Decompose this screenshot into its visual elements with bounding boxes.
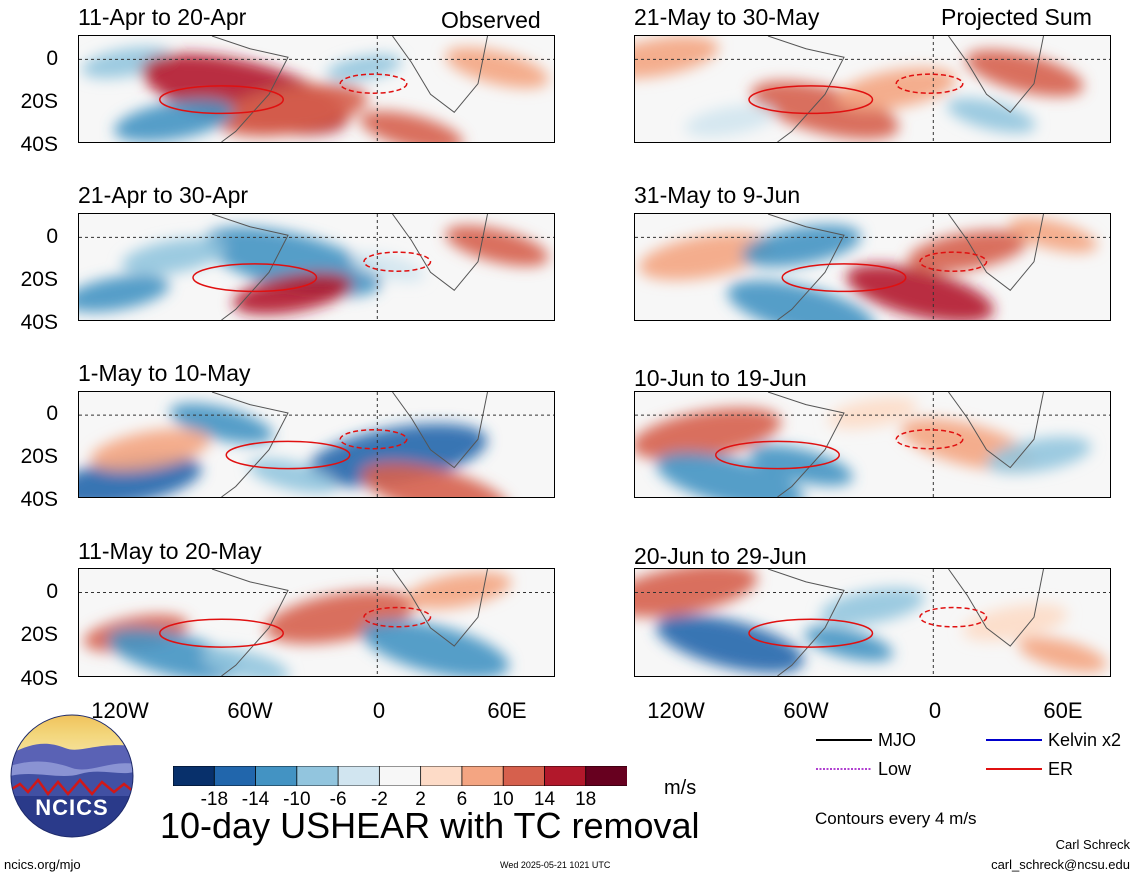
map-panel-right-1	[634, 35, 1111, 143]
colorbar	[172, 765, 628, 787]
footer-timestamp: Wed 2025-05-21 1021 UTC	[500, 860, 611, 870]
colorbar-swatch	[420, 765, 463, 787]
colorbar-swatch	[337, 765, 381, 787]
ytick-r1-20s: 20S	[20, 90, 58, 113]
legend-mjo-label: MJO	[878, 730, 916, 750]
xtick-right-120w: 120W	[647, 698, 705, 723]
ytick-r3-0: 0	[46, 402, 58, 425]
ytick-r1-0: 0	[46, 47, 58, 70]
colorbar-swatches	[172, 765, 628, 787]
contours-note: Contours every 4 m/s	[815, 809, 977, 828]
main-title: 10-day USHEAR with TC removal	[160, 805, 700, 846]
panel-title-left-2: 21-Apr to 30-Apr	[78, 182, 249, 208]
xtick-right-0: 0	[928, 698, 942, 723]
xtick-left-60w: 60W	[227, 698, 273, 723]
map-panel-left-4	[78, 568, 555, 677]
footer-author: Carl Schreck	[1055, 837, 1130, 852]
footer-url[interactable]: ncics.org/mjo	[4, 857, 81, 872]
observed-header: Observed	[441, 7, 541, 33]
legend-kelvin-line	[986, 739, 1042, 741]
map-panel-right-2	[634, 213, 1111, 321]
panel-title-left-3: 1-May to 10-May	[78, 360, 251, 386]
map-panel-left-1	[78, 35, 555, 143]
legend-mjo-line	[816, 739, 872, 741]
panel-title-right-2: 31-May to 9-Jun	[634, 182, 801, 208]
xtick-right-60e: 60E	[1043, 698, 1083, 723]
ytick-r4-20s: 20S	[20, 623, 58, 646]
anomaly-field	[635, 392, 1110, 497]
panel-title-left-1: 11-Apr to 20-Apr	[78, 4, 247, 30]
legend: MJO Kelvin x2 Low ER	[812, 726, 1134, 786]
ytick-r2-0: 0	[46, 225, 58, 248]
colorbar-label: -6	[329, 789, 347, 810]
anomaly-field	[79, 214, 554, 320]
anomaly-field	[79, 392, 554, 497]
colorbar-label: 6	[456, 789, 468, 810]
colorbar-label: -10	[283, 789, 311, 810]
legend-low-label: Low	[878, 759, 912, 779]
legend-kelvin-label: Kelvin x2	[1048, 730, 1122, 750]
colorbar-label: -14	[241, 789, 270, 810]
xtick-left-0: 0	[372, 698, 386, 723]
xtick-left-120w: 120W	[91, 698, 149, 723]
panel-title-right-4: 20-Jun to 29-Jun	[634, 543, 807, 569]
colorbar-swatch	[378, 765, 422, 787]
colorbar-swatch	[544, 765, 587, 787]
colorbar-labels: -18 -14 -10 -6 -2 2 6 10 14 18	[173, 790, 627, 812]
colorbar-swatch	[255, 765, 298, 787]
colorbar-label: 18	[575, 789, 597, 810]
colorbar-label: 14	[533, 789, 556, 810]
colorbar-units: m/s	[664, 777, 697, 799]
map-panel-right-3	[634, 391, 1111, 498]
ytick-r3-40s: 40S	[20, 488, 58, 511]
anomaly-field	[635, 569, 1110, 676]
projected-header: Projected Sum	[941, 4, 1092, 30]
colorbar-swatch	[502, 765, 546, 787]
colorbar-label: -2	[370, 789, 388, 810]
legend-low-line	[816, 768, 872, 770]
ytick-r2-40s: 40S	[20, 311, 58, 334]
anomaly-field	[79, 36, 554, 142]
colorbar-swatch	[585, 765, 628, 787]
colorbar-swatch	[461, 765, 505, 787]
ytick-r1-40s: 40S	[20, 133, 58, 156]
map-panel-left-3	[78, 391, 555, 498]
colorbar-label: -18	[200, 789, 229, 810]
panel-title-right-3: 10-Jun to 19-Jun	[634, 365, 807, 391]
colorbar-swatch	[172, 765, 216, 787]
anomaly-field	[635, 214, 1110, 320]
map-panel-left-2	[78, 213, 555, 321]
anomaly-field	[79, 569, 554, 676]
ytick-r4-0: 0	[46, 580, 58, 603]
xtick-left-60e: 60E	[487, 698, 527, 723]
colorbar-label: 10	[492, 789, 514, 810]
legend-er-line	[986, 768, 1042, 770]
footer-email[interactable]: carl_schreck@ncsu.edu	[991, 857, 1130, 872]
ncics-logo	[10, 714, 134, 838]
colorbar-label: 2	[415, 789, 426, 810]
panel-title-right-1: 21-May to 30-May	[634, 4, 820, 30]
legend-er-label: ER	[1048, 759, 1074, 779]
colorbar-swatch	[296, 765, 339, 787]
anomaly-field	[635, 36, 1110, 142]
ncics-logo-text: NCICS	[35, 795, 109, 820]
panel-title-left-4: 11-May to 20-May	[78, 538, 262, 564]
colorbar-swatch	[213, 765, 257, 787]
ytick-r2-20s: 20S	[20, 268, 58, 291]
map-panel-right-4	[634, 568, 1111, 677]
ytick-r3-20s: 20S	[20, 445, 58, 468]
xtick-right-60w: 60W	[783, 698, 829, 723]
ytick-r4-40s: 40S	[20, 667, 58, 690]
